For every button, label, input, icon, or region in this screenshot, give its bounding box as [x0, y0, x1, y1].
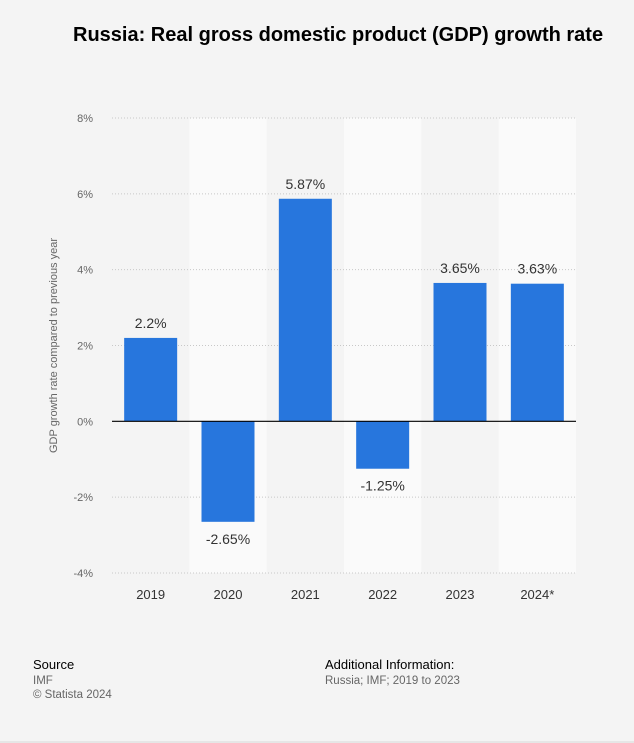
source-heading: Source: [33, 657, 75, 672]
y-tick-label: 2%: [77, 341, 93, 353]
data-label: 3.65%: [440, 260, 480, 276]
data-label: 3.63%: [517, 261, 557, 277]
bar-chart: 8% 6% 4% 2% 0% -2% -4% GDP growth rate compared…: [48, 113, 576, 602]
info-heading: Additional Information:: [325, 657, 455, 672]
data-label: -2.65%: [206, 531, 250, 547]
bar: [356, 421, 410, 469]
y-tick-label: -4%: [73, 568, 93, 580]
bar: [278, 198, 332, 422]
additional-info-block: Additional Information: Russia; IMF; 201…: [325, 657, 460, 687]
bar: [201, 421, 255, 522]
chart-title: Russia: Real gross domestic product (GDP…: [73, 24, 604, 46]
info-text: Russia; IMF; 2019 to 2023: [325, 675, 460, 687]
y-tick-label: 6%: [77, 189, 93, 201]
y-axis-label: GDP growth rate compared to previous yea…: [48, 238, 60, 453]
source-block: Source IMF © Statista 2024: [33, 657, 112, 701]
x-tick-label: 2020: [214, 587, 243, 602]
data-label: -1.25%: [360, 478, 404, 494]
bar: [510, 283, 564, 422]
y-tick-label: 0%: [77, 416, 93, 428]
bar: [433, 282, 487, 422]
copyright-text: © Statista 2024: [33, 689, 112, 701]
source-name[interactable]: IMF: [33, 675, 53, 687]
x-tick-label: 2022: [368, 587, 397, 602]
x-tick-label: 2024*: [520, 587, 554, 602]
x-tick-label: 2019: [136, 587, 165, 602]
x-tick-label: 2021: [291, 587, 320, 602]
bar: [124, 337, 178, 422]
y-tick-label: 8%: [77, 113, 93, 125]
data-label: 2.2%: [135, 315, 167, 331]
bottom-divider: [0, 741, 634, 743]
y-tick-label: 4%: [77, 265, 93, 277]
data-label: 5.87%: [285, 176, 325, 192]
x-tick-label: 2023: [446, 587, 475, 602]
y-tick-label: -2%: [73, 492, 93, 504]
